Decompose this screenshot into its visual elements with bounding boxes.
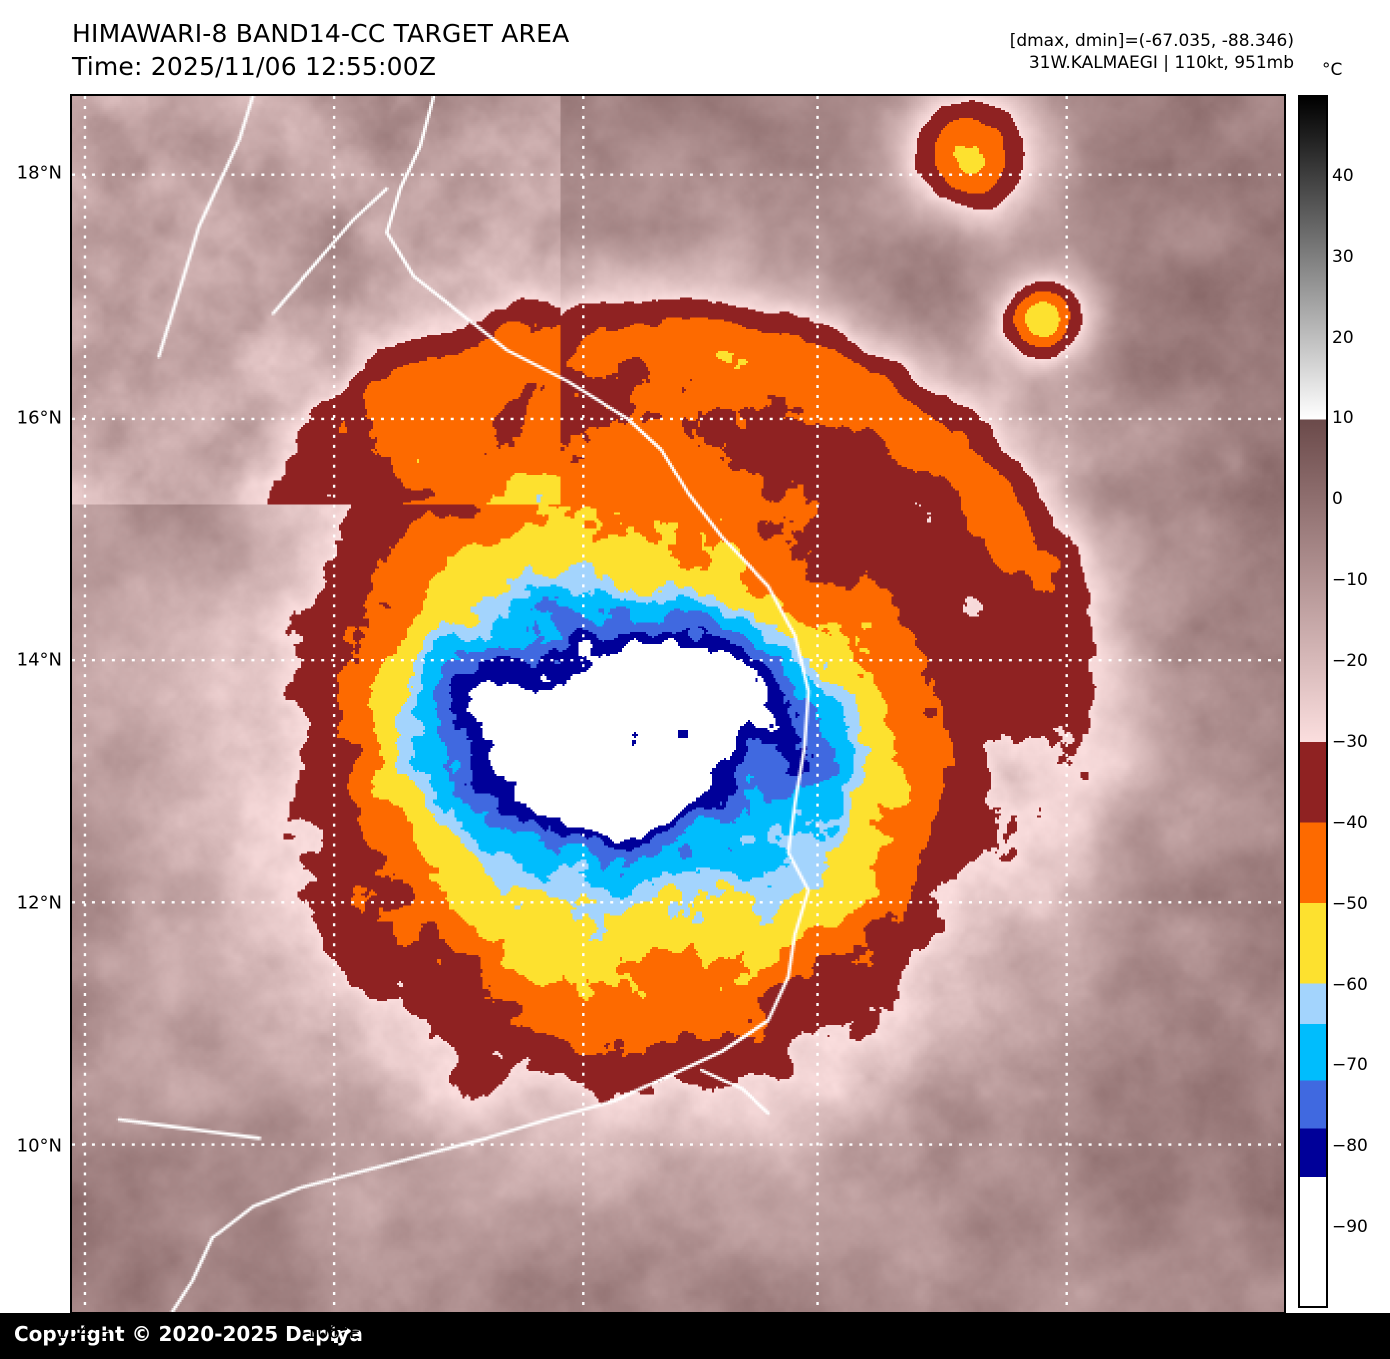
colorbar-tick-0: 0 (1332, 489, 1343, 510)
lon-tick-108: 108°E (555, 1322, 611, 1343)
colorbar-tick-labels: 40 30 20 10 0 −10 −20 −30 −40 −50 −60 −70 −80 −90 (1332, 95, 1388, 1308)
colorbar-tick-10: 10 (1332, 408, 1354, 429)
colorbar-tick--50: −50 (1332, 893, 1368, 914)
colorbar-tick--80: −80 (1332, 1136, 1368, 1157)
lat-tick-12: 12°N (16, 892, 62, 914)
lon-tick-112: 112°E (1040, 1322, 1096, 1343)
colorbar-tick-30: 30 (1332, 246, 1354, 267)
lat-tick-16: 16°N (16, 407, 62, 429)
lon-tick-104: 104°E (55, 1322, 111, 1343)
colorbar-tick-20: 20 (1332, 327, 1354, 348)
colorbar-tick--40: −40 (1332, 812, 1368, 833)
colorbar-unit-label: °C (1322, 60, 1343, 80)
colorbar-tick--10: −10 (1332, 570, 1368, 591)
colorbar-tick-40: 40 (1332, 165, 1354, 186)
colorbar-tick--70: −70 (1332, 1055, 1368, 1076)
colorbar-tick--30: −30 (1332, 731, 1368, 752)
lon-tick-106: 106°E (305, 1322, 361, 1343)
satellite-infrared-imagery (72, 96, 1284, 1312)
colorbar-tick--90: −90 (1332, 1217, 1368, 1238)
dapiya-logo-icon (334, 1327, 352, 1343)
copyright-label: Copyright © 2020-2025 Dapiya (14, 1322, 363, 1346)
lat-tick-18: 18°N (16, 162, 62, 184)
lat-tick-14: 14°N (16, 649, 62, 671)
header-right-block: [dmax, dmin]=(-67.035, -88.346) 31W.KALM… (1010, 30, 1294, 74)
lon-tick-110: 110°E (790, 1322, 846, 1343)
lat-tick-10: 10°N (16, 1135, 62, 1157)
page-title: HIMAWARI-8 BAND14-CC TARGET AREA (72, 19, 570, 48)
header-left-block: HIMAWARI-8 BAND14-CC TARGET AREA Time: 2… (72, 18, 569, 83)
colorbar-tick--20: −20 (1332, 651, 1368, 672)
satellite-image-plot[interactable] (70, 94, 1286, 1314)
dmax-dmin-label: [dmax, dmin]=(-67.035, -88.346) (1009, 31, 1294, 51)
colorbar-tick--60: −60 (1332, 974, 1368, 995)
colorbar-gradient (1300, 97, 1326, 1306)
timestamp-label: Time: 2025/11/06 12:55:00Z (72, 51, 437, 81)
credit-bar: Copyright © 2020-2025 Dapiya (0, 1313, 1390, 1359)
storm-info-label: 31W.KALMAEGI | 110kt, 951mb (1028, 53, 1294, 74)
colorbar (1298, 95, 1328, 1308)
